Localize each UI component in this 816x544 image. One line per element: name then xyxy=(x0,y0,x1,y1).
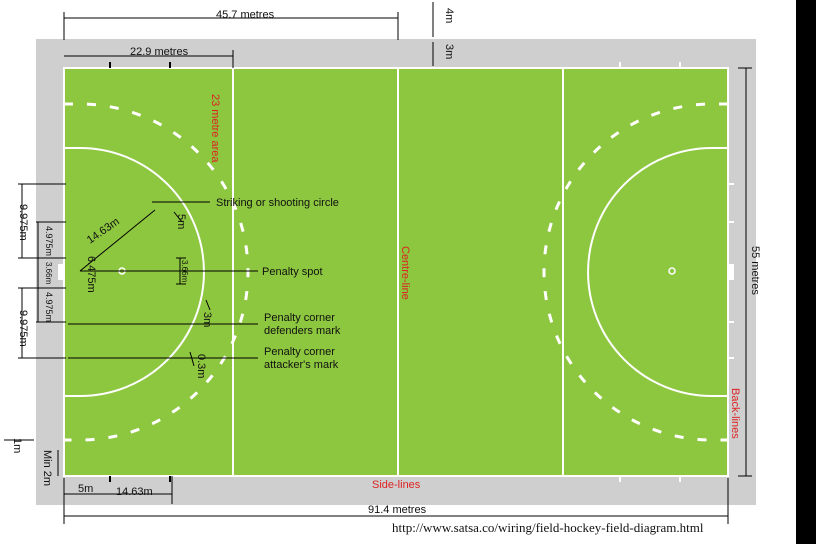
label-attackers-mark-1: Penalty corner xyxy=(264,346,335,358)
label-5m-circle: 5m xyxy=(175,214,187,229)
label-4m: 4m xyxy=(443,8,455,23)
label-3m-circle: 3m xyxy=(201,312,213,327)
label-defenders-mark-2: defenders mark xyxy=(264,325,341,337)
label-attackers-mark-2: attacker's mark xyxy=(264,359,339,371)
label-defenders-mark-1: Penalty corner xyxy=(264,312,335,324)
label-23m-area: 23 metre area xyxy=(209,94,221,163)
right-dashed-circle xyxy=(542,102,728,442)
pitch xyxy=(63,67,729,477)
label-min-2m: Min 2m xyxy=(41,450,53,486)
label-back-lines: Back-lines xyxy=(729,388,741,439)
label-14-63m-bottom: 14.63m xyxy=(116,486,153,498)
label-4-975m-bottom: 4.975m xyxy=(44,292,54,322)
label-penalty-spot: Penalty spot xyxy=(262,266,323,278)
label-4-975m-top: 4.975m xyxy=(44,226,54,256)
label-91-4-metres: 91.4 metres xyxy=(368,504,427,516)
label-9-975m-bottom: 9.975m xyxy=(17,310,29,347)
label-3m: 3m xyxy=(443,44,455,59)
label-6-475m: 6.475m xyxy=(85,256,97,293)
source-url[interactable]: http://www.satsa.co/wiring/field-hockey-… xyxy=(392,520,704,535)
label-3-66m-circle: 3.66m xyxy=(180,260,189,283)
leader-lines xyxy=(68,201,258,359)
label-centre-line: Centre-line xyxy=(399,246,411,300)
right-goal xyxy=(728,264,734,280)
left-goal xyxy=(58,264,64,280)
label-9-975m-top: 9.975m xyxy=(17,204,29,241)
dimension-lines xyxy=(4,2,752,524)
label-5m-bottom: 5m xyxy=(78,483,93,495)
left-striking-circle xyxy=(64,147,205,397)
left-dashed-circle xyxy=(64,102,250,442)
label-side-lines: Side-lines xyxy=(372,479,421,491)
label-0-3m: 0.3m xyxy=(195,354,207,378)
label-55-metres: 55 metres xyxy=(749,246,761,295)
label-pitch-half-length: 45.7 metres xyxy=(216,9,275,21)
small-dimension-marks xyxy=(173,211,211,367)
label-striking-circle: Striking or shooting circle xyxy=(216,197,339,209)
label-1m: 1m xyxy=(11,438,23,453)
label-3-66m-goal: 3.66m xyxy=(44,262,53,285)
label-23m: 22.9 metres xyxy=(130,46,189,58)
right-penalty-spot xyxy=(668,267,676,275)
right-striking-circle xyxy=(587,147,728,397)
